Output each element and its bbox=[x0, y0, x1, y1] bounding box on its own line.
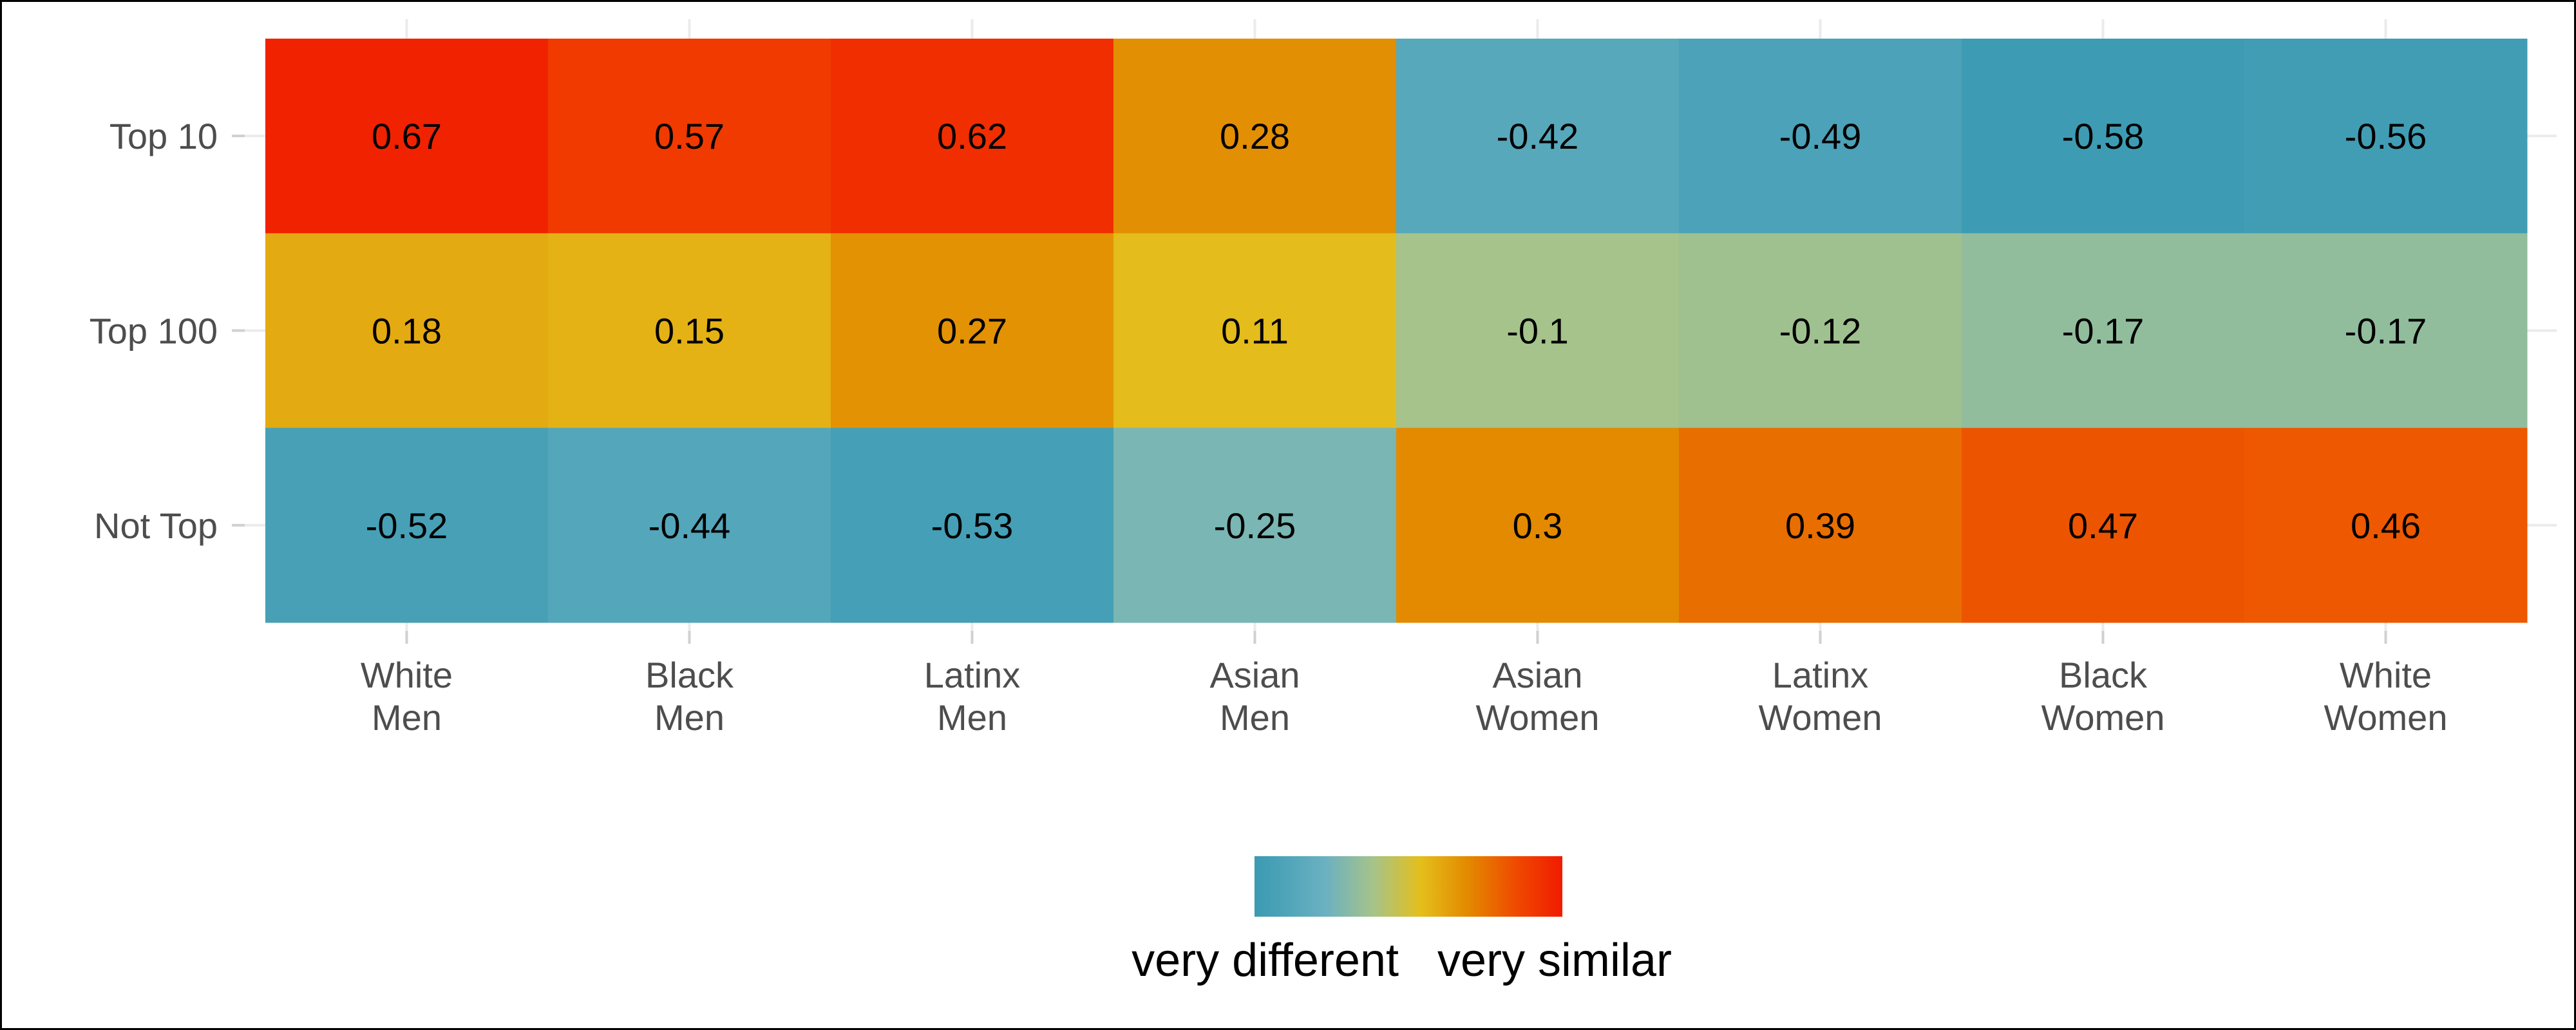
heatmap-cell-value: -0.52 bbox=[366, 505, 448, 546]
x-axis-tick-label: Black Women bbox=[2041, 655, 2165, 738]
x-axis-tick-label-line: Latinx bbox=[924, 655, 1020, 695]
heatmap-cell-value: -0.58 bbox=[2062, 116, 2145, 156]
x-axis-tick-label-line: Black bbox=[2059, 655, 2148, 695]
heatmap-cell-value: 0.46 bbox=[2351, 505, 2421, 546]
heatmap-cell bbox=[1396, 427, 1680, 623]
x-axis-tick-label: Asian Women bbox=[1476, 655, 1600, 738]
heatmap-cell bbox=[1679, 39, 1962, 234]
x-axis-tick-label-line: Men bbox=[937, 697, 1007, 738]
heatmap-cell-value: 0.57 bbox=[654, 116, 724, 156]
x-axis-tick-label: Latinx Men bbox=[924, 655, 1020, 738]
heatmap-cell bbox=[265, 39, 549, 234]
heatmap-cell-labels: 0.67 0.57 0.62 0.28 -0.42 -0.49 -0.58 -0.56 0.18… bbox=[366, 116, 2427, 546]
x-axis-tick-label: Asian Men bbox=[1209, 655, 1300, 738]
heatmap-cell-value: -0.56 bbox=[2345, 116, 2427, 156]
x-axis-tick-label-line: Women bbox=[2041, 697, 2165, 738]
heatmap-cell bbox=[2244, 39, 2528, 234]
y-axis-tick-label: Top 10 bbox=[109, 116, 218, 156]
x-axis-tick-label-line: Asian bbox=[1492, 655, 1582, 695]
legend-high-label: very similar bbox=[1437, 935, 1672, 986]
heatmap-cell bbox=[548, 233, 831, 429]
heatmap-cell bbox=[1962, 39, 2245, 234]
heatmap-cell bbox=[2244, 427, 2528, 623]
x-axis-tick-label: White Men bbox=[361, 655, 453, 738]
heatmap-cell bbox=[1679, 427, 1962, 623]
heatmap-cell-value: 0.47 bbox=[2068, 505, 2138, 546]
heatmap-cell-value: 0.18 bbox=[372, 311, 442, 351]
heatmap-cell bbox=[1962, 427, 2245, 623]
x-axis-tick-label-line: Black bbox=[645, 655, 734, 695]
heatmap-cell bbox=[265, 233, 549, 429]
heatmap-cells bbox=[265, 39, 2528, 623]
legend-color-bar bbox=[1255, 856, 1562, 917]
heatmap-cell-value: -0.49 bbox=[1779, 116, 1862, 156]
axis-ticks bbox=[232, 135, 2387, 644]
heatmap-cell bbox=[1113, 233, 1397, 429]
x-axis-tick-label-line: Women bbox=[2324, 697, 2448, 738]
x-axis-tick-label-line: White bbox=[361, 655, 453, 695]
x-axis-tick-label-line: Asian bbox=[1209, 655, 1300, 695]
heatmap-cell-value: 0.28 bbox=[1220, 116, 1290, 156]
x-axis-tick-label: Black Men bbox=[645, 655, 734, 738]
color-legend: very different very similar bbox=[1132, 856, 1672, 986]
heatmap-cell-value: 0.67 bbox=[372, 116, 442, 156]
y-axis-tick-label: Top 100 bbox=[90, 311, 218, 351]
heatmap-cell bbox=[1396, 39, 1680, 234]
legend-low-label: very different bbox=[1132, 935, 1399, 986]
x-axis-tick-label-line: Men bbox=[654, 697, 724, 738]
heatmap-cell bbox=[831, 233, 1114, 429]
heatmap-cell bbox=[548, 427, 831, 623]
heatmap-cell-value: 0.3 bbox=[1513, 505, 1563, 546]
heatmap-cell-value: -0.25 bbox=[1214, 505, 1296, 546]
heatmap-cell-value: 0.11 bbox=[1221, 311, 1289, 351]
heatmap-cell bbox=[1679, 233, 1962, 429]
heatmap-cell-value: -0.53 bbox=[931, 505, 1014, 546]
heatmap-cell bbox=[548, 39, 831, 234]
heatmap-cell-value: 0.62 bbox=[937, 116, 1007, 156]
heatmap-cell bbox=[1113, 39, 1397, 234]
x-axis-tick-label-line: Women bbox=[1759, 697, 1882, 738]
heatmap-cell bbox=[2244, 233, 2528, 429]
x-axis-tick-label-line: Men bbox=[1220, 697, 1290, 738]
heatmap-cell bbox=[1396, 233, 1680, 429]
heatmap-cell-value: 0.15 bbox=[654, 311, 724, 351]
y-axis-tick-labels: Top 10 Top 100 Not Top bbox=[90, 116, 218, 546]
x-axis-tick-label-line: Women bbox=[1476, 697, 1600, 738]
heatmap-cell-value: -0.44 bbox=[649, 505, 731, 546]
heatmap-cell bbox=[831, 427, 1114, 623]
x-axis-tick-label: Latinx Women bbox=[1759, 655, 1882, 738]
heatmap-cell-value: 0.27 bbox=[937, 311, 1007, 351]
x-axis-tick-label-line: White bbox=[2340, 655, 2432, 695]
heatmap-cell-value: -0.1 bbox=[1506, 311, 1569, 351]
heatmap-cell-value: -0.17 bbox=[2345, 311, 2427, 351]
x-axis-tick-label-line: Latinx bbox=[1772, 655, 1868, 695]
heatmap-cell bbox=[831, 39, 1114, 234]
heatmap-cell-value: -0.12 bbox=[1779, 311, 1862, 351]
x-axis-tick-label-line: Men bbox=[372, 697, 442, 738]
heatmap-cell bbox=[1113, 427, 1397, 623]
heatmap-cell-value: -0.17 bbox=[2062, 311, 2145, 351]
heatmap-cell-value: 0.39 bbox=[1785, 505, 1855, 546]
heatmap-cell-value: -0.42 bbox=[1497, 116, 1579, 156]
heatmap-cell bbox=[265, 427, 549, 623]
x-axis-tick-label: White Women bbox=[2324, 655, 2448, 738]
y-axis-tick-label: Not Top bbox=[94, 505, 218, 546]
heatmap-cell bbox=[1962, 233, 2245, 429]
